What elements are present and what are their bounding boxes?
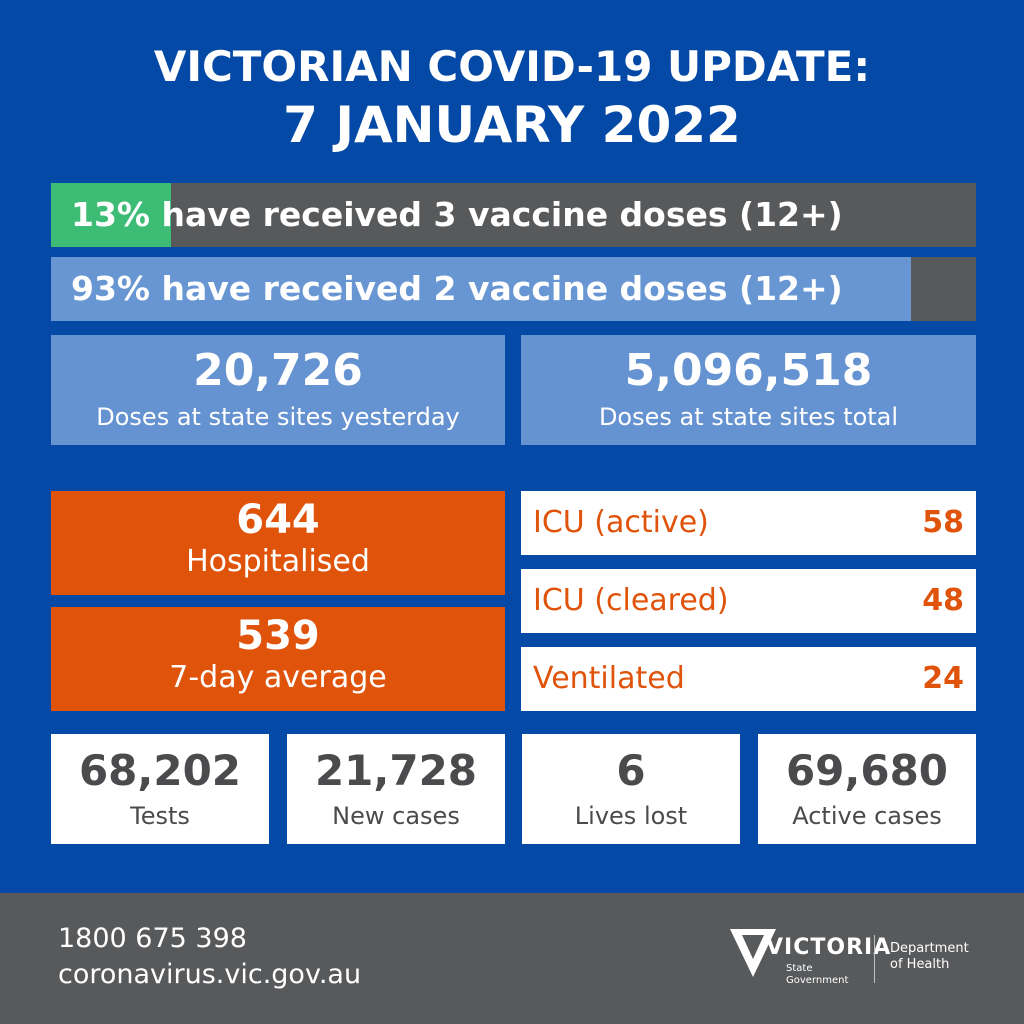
dept-line1: Department bbox=[890, 941, 969, 956]
header-title: VICTORIAN COVID-19 UPDATE: bbox=[153, 42, 871, 91]
dept-line2: of Health bbox=[890, 957, 950, 972]
icu-cleared-value: 48 bbox=[922, 583, 964, 618]
phone-number[interactable]: 1800 675 398 bbox=[58, 923, 247, 954]
seven-day-average-label: 7-day average bbox=[169, 660, 387, 695]
active-cases-card: 69,680 Active cases bbox=[758, 734, 976, 844]
icu-cleared-row: ICU (cleared) 48 bbox=[521, 569, 976, 633]
two-dose-label: 93% have received 2 vaccine doses (12+) bbox=[71, 269, 843, 308]
hospitalised-card: 644 Hospitalised bbox=[51, 491, 505, 595]
hospitalised-value: 644 bbox=[236, 497, 320, 543]
new-cases-value: 21,728 bbox=[314, 746, 478, 795]
lives-lost-value: 6 bbox=[616, 746, 646, 795]
ventilated-value: 24 bbox=[922, 661, 964, 696]
logo-government-text: Government bbox=[786, 975, 849, 986]
icu-active-value: 58 bbox=[922, 505, 964, 540]
lives-lost-label: Lives lost bbox=[574, 802, 688, 830]
tests-value: 68,202 bbox=[78, 746, 242, 795]
department-of-health: Department of Health bbox=[890, 941, 969, 973]
hospitalised-label: Hospitalised bbox=[186, 544, 370, 579]
tests-card: 68,202 Tests bbox=[51, 734, 269, 844]
logo-divider bbox=[874, 935, 875, 983]
three-dose-progress-bar: 13% have received 3 vaccine doses (12+) bbox=[51, 183, 976, 247]
footer: 1800 675 398 coronavirus.vic.gov.au VICT… bbox=[0, 893, 1024, 1024]
three-dose-progress-fill bbox=[51, 183, 172, 247]
doses-yesterday-card: 20,726 Doses at state sites yesterday bbox=[51, 335, 505, 445]
icu-active-row: ICU (active) 58 bbox=[521, 491, 976, 555]
logo-state-text: State bbox=[786, 963, 813, 974]
tests-label: Tests bbox=[130, 802, 190, 830]
doses-yesterday-label: Doses at state sites yesterday bbox=[96, 403, 460, 431]
header-date: 7 JANUARY 2022 bbox=[283, 96, 741, 154]
victoria-government-logo: VICTORIA State Government Department of … bbox=[728, 919, 988, 999]
logo-victoria-text: VICTORIA bbox=[766, 935, 892, 960]
icu-active-label: ICU (active) bbox=[533, 505, 709, 540]
active-cases-label: Active cases bbox=[792, 802, 942, 830]
doses-total-value: 5,096,518 bbox=[624, 345, 873, 396]
doses-total-label: Doses at state sites total bbox=[598, 403, 899, 431]
ventilated-row: Ventilated 24 bbox=[521, 647, 976, 711]
doses-yesterday-value: 20,726 bbox=[193, 345, 363, 396]
new-cases-card: 21,728 New cases bbox=[287, 734, 505, 844]
website-link[interactable]: coronavirus.vic.gov.au bbox=[58, 959, 362, 990]
lives-lost-card: 6 Lives lost bbox=[522, 734, 740, 844]
victoria-v-icon bbox=[730, 929, 776, 977]
two-dose-progress-bar: 93% have received 2 vaccine doses (12+) bbox=[51, 257, 976, 321]
doses-total-card: 5,096,518 Doses at state sites total bbox=[521, 335, 976, 445]
ventilated-label: Ventilated bbox=[533, 661, 685, 696]
active-cases-value: 69,680 bbox=[785, 746, 949, 795]
logo-state-government: State Government bbox=[786, 963, 848, 987]
icu-cleared-label: ICU (cleared) bbox=[533, 583, 729, 618]
three-dose-label: 13% have received 3 vaccine doses (12+) bbox=[71, 195, 843, 234]
two-dose-progress-fill bbox=[51, 257, 912, 321]
seven-day-average-value: 539 bbox=[236, 613, 320, 659]
new-cases-label: New cases bbox=[332, 802, 460, 830]
seven-day-average-card: 539 7-day average bbox=[51, 607, 505, 711]
